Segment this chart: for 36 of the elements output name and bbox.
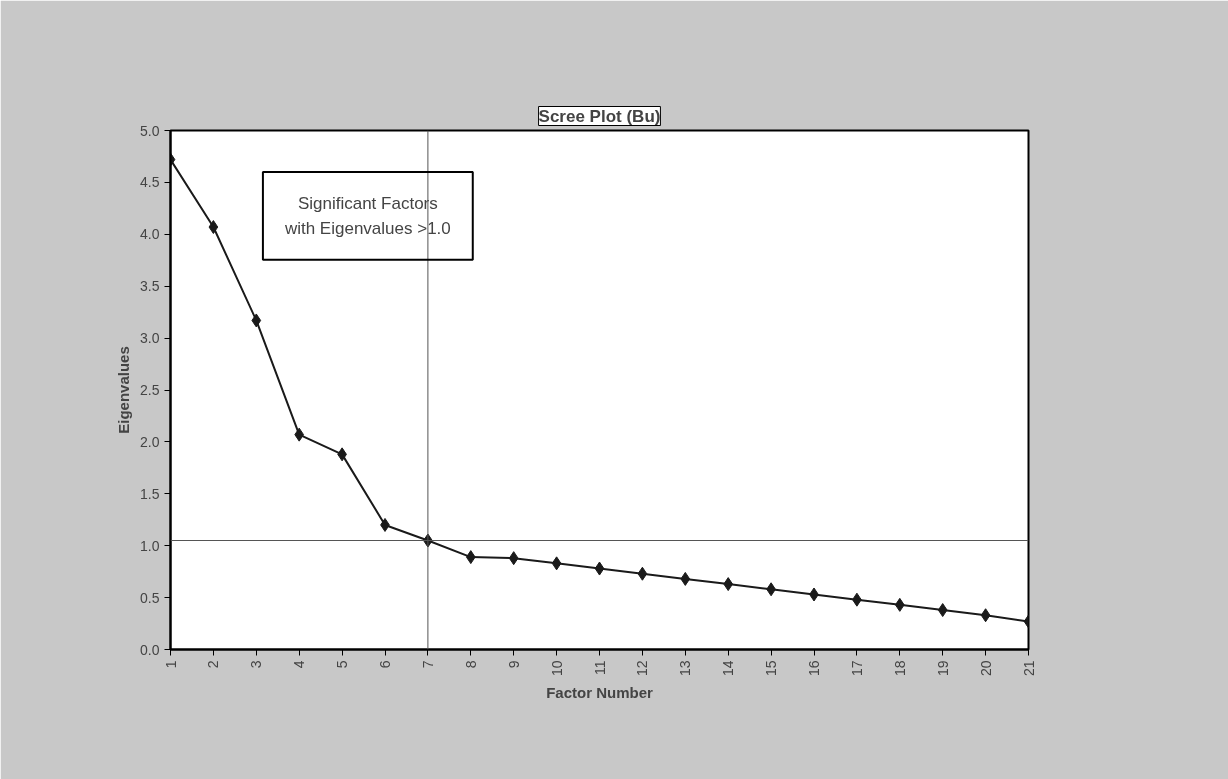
y-tick-label: 5.0 [140, 122, 160, 139]
y-tick-label: 0.0 [140, 641, 160, 658]
x-tick-label: 5 [334, 660, 351, 669]
x-tick-label: 16 [806, 660, 822, 677]
annotation: Significant Factors with Eigenvalues >1.0 [283, 194, 451, 238]
x-tick-label: 15 [763, 660, 780, 677]
x-axis-title: Factor Number [546, 684, 653, 702]
x-tick-label: 19 [934, 660, 951, 677]
y-tick-label: 0.5 [140, 589, 160, 606]
x-tick-label: 18 [891, 660, 908, 677]
x-tick-label: 8 [462, 660, 479, 669]
x-tick-label: 20 [977, 660, 994, 677]
y-tick-label: 1.5 [140, 485, 160, 502]
x-tick-label: 11 [591, 660, 608, 676]
x-tick-label: 7 [419, 660, 436, 669]
y-tick-label: 2.0 [140, 433, 160, 450]
x-tick-label: 21 [1020, 660, 1037, 677]
y-tick-label: 3.5 [140, 278, 160, 295]
y-tick-label: 4.5 [140, 174, 160, 191]
x-tick-label: 14 [720, 660, 737, 677]
x-tick-label: 2 [205, 660, 222, 669]
y-tick-label: 4.0 [140, 226, 160, 243]
x-tick-label: 17 [848, 660, 865, 677]
y-axis-title: Eigenvalues [115, 346, 133, 434]
y-tick-label: 1.0 [140, 537, 160, 554]
y-tick-label: 2.5 [140, 382, 160, 398]
x-tick-label: 1 [162, 660, 179, 669]
x-tick-label: 13 [677, 660, 694, 677]
x-tick-label: 3 [248, 660, 265, 669]
x-tick-label: 4 [291, 660, 308, 669]
x-tick-label: 12 [634, 660, 651, 677]
x-tick-label: 10 [548, 660, 565, 677]
x-tick-label: 9 [505, 660, 522, 669]
y-tick-label: 3.0 [140, 330, 160, 347]
chart-title: Scree Plot (Bu) [538, 106, 661, 126]
x-tick-label: 6 [377, 660, 393, 669]
